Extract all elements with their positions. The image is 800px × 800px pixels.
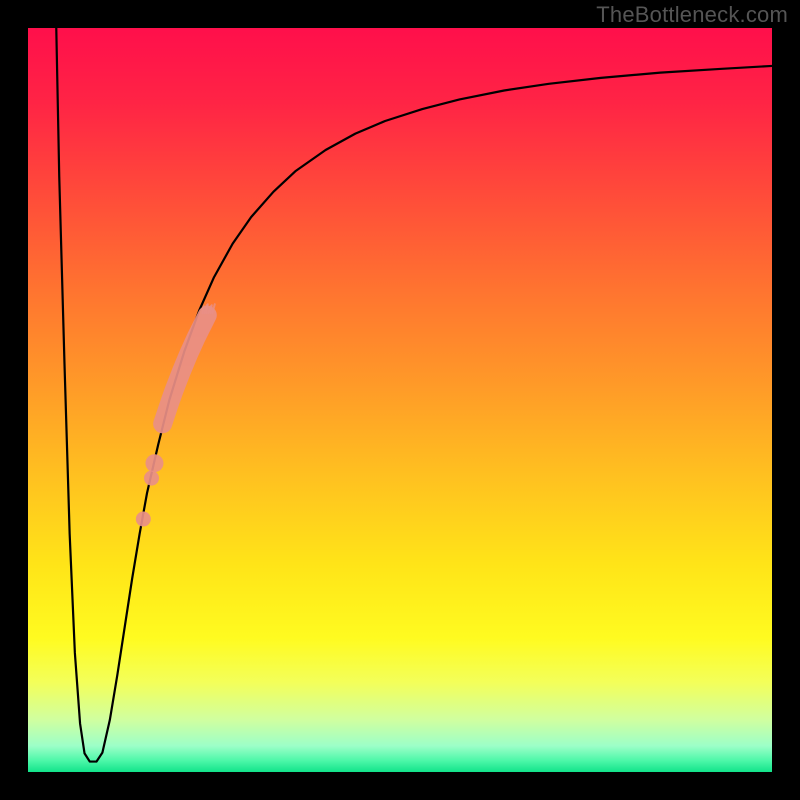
marker-dot xyxy=(136,512,151,527)
plot-background xyxy=(28,28,772,772)
marker-dot xyxy=(144,471,159,486)
chart-frame: TheBottleneck.com xyxy=(0,0,800,800)
bottleneck-chart xyxy=(0,0,800,800)
marker-dot xyxy=(145,454,163,472)
source-credit: TheBottleneck.com xyxy=(596,2,788,28)
